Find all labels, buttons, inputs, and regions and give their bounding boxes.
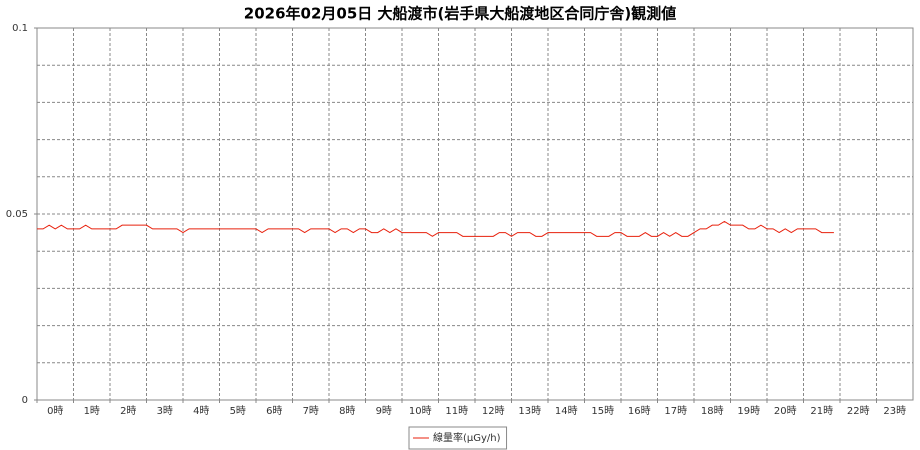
x-tick-label: 9時 bbox=[376, 405, 392, 417]
chart-title: 2026年02月05日 大船渡市(岩手県大船渡地区合同庁舎)観測値 bbox=[244, 5, 676, 23]
x-tick-label: 11時 bbox=[445, 405, 468, 417]
x-tick-label: 14時 bbox=[555, 405, 578, 417]
y-tick-label: 0 bbox=[22, 395, 28, 406]
x-tick-label: 21時 bbox=[810, 405, 833, 417]
x-tick-label: 3時 bbox=[157, 405, 173, 417]
x-tick-label: 8時 bbox=[339, 405, 355, 417]
x-tick-label: 2時 bbox=[120, 405, 136, 417]
x-tick-label: 20時 bbox=[774, 405, 797, 417]
data-line bbox=[37, 220, 834, 237]
legend: 線量率(μGy/h) bbox=[408, 426, 508, 450]
x-tick-label: 17時 bbox=[664, 405, 687, 417]
x-tick-label: 0時 bbox=[47, 405, 63, 417]
x-tick-label: 6時 bbox=[266, 405, 282, 417]
x-tick-label: 4時 bbox=[193, 405, 209, 417]
x-tick-label: 12時 bbox=[482, 405, 505, 417]
x-tick-label: 18時 bbox=[701, 405, 724, 417]
x-tick-label: 5時 bbox=[230, 405, 246, 417]
x-tick-label: 15時 bbox=[591, 405, 614, 417]
legend-label: 線量率(μGy/h) bbox=[433, 431, 501, 444]
x-tick-label: 23時 bbox=[883, 405, 906, 417]
x-tick-label: 1時 bbox=[84, 405, 100, 417]
x-tick-label: 16時 bbox=[628, 405, 651, 417]
y-tick-label: 0.1 bbox=[12, 23, 28, 34]
x-tick-label: 7時 bbox=[303, 405, 319, 417]
legend-box bbox=[408, 426, 508, 450]
x-tick-label: 19時 bbox=[737, 405, 760, 417]
x-tick-label: 22時 bbox=[847, 405, 870, 417]
y-tick-label: 0.05 bbox=[6, 209, 28, 220]
x-tick-label: 13時 bbox=[518, 405, 541, 417]
x-tick-label: 10時 bbox=[409, 405, 432, 417]
